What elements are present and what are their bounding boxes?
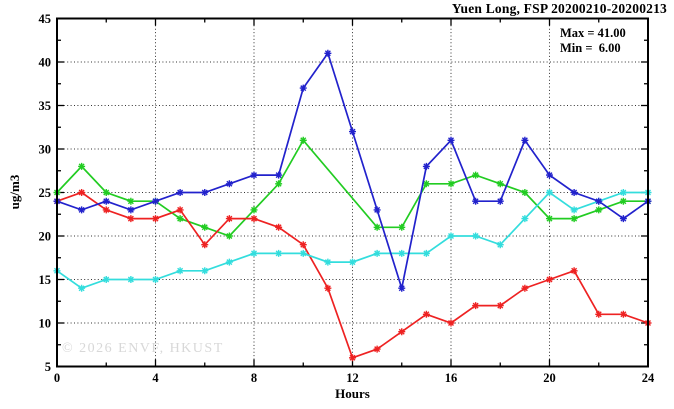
watermark: © 2026 ENVF, HKUST xyxy=(62,341,224,356)
svg-text:5: 5 xyxy=(45,360,51,374)
series-blue xyxy=(53,49,652,292)
svg-text:24: 24 xyxy=(642,371,655,385)
svg-text:45: 45 xyxy=(39,12,52,26)
x-axis-title: Hours xyxy=(335,386,370,401)
svg-text:15: 15 xyxy=(39,273,52,287)
svg-text:40: 40 xyxy=(39,56,52,70)
svg-text:4: 4 xyxy=(152,371,159,385)
max-min-annotation: Max = 41.00 Min = 6.00 xyxy=(560,26,626,55)
x-tick-labels: 0 4 8 12 16 20 24 xyxy=(54,371,655,385)
svg-text:30: 30 xyxy=(39,143,52,157)
chart-title: Yuen Long, FSP 20200210-20200213 xyxy=(451,1,667,16)
svg-text:8: 8 xyxy=(251,371,257,385)
plot-border xyxy=(56,17,649,368)
svg-text:12: 12 xyxy=(346,371,359,385)
svg-text:16: 16 xyxy=(445,371,458,385)
svg-text:10: 10 xyxy=(39,317,52,331)
series-red xyxy=(53,189,652,362)
svg-text:35: 35 xyxy=(39,99,52,113)
y-axis-title: ug/m3 xyxy=(7,174,22,210)
y-tick-labels: 5 10 15 20 25 30 35 40 45 xyxy=(39,12,52,374)
svg-text:25: 25 xyxy=(39,186,52,200)
series-green xyxy=(53,136,652,240)
svg-text:20: 20 xyxy=(39,230,52,244)
svg-text:20: 20 xyxy=(543,371,556,385)
svg-text:0: 0 xyxy=(54,371,60,385)
gridlines xyxy=(57,18,648,367)
